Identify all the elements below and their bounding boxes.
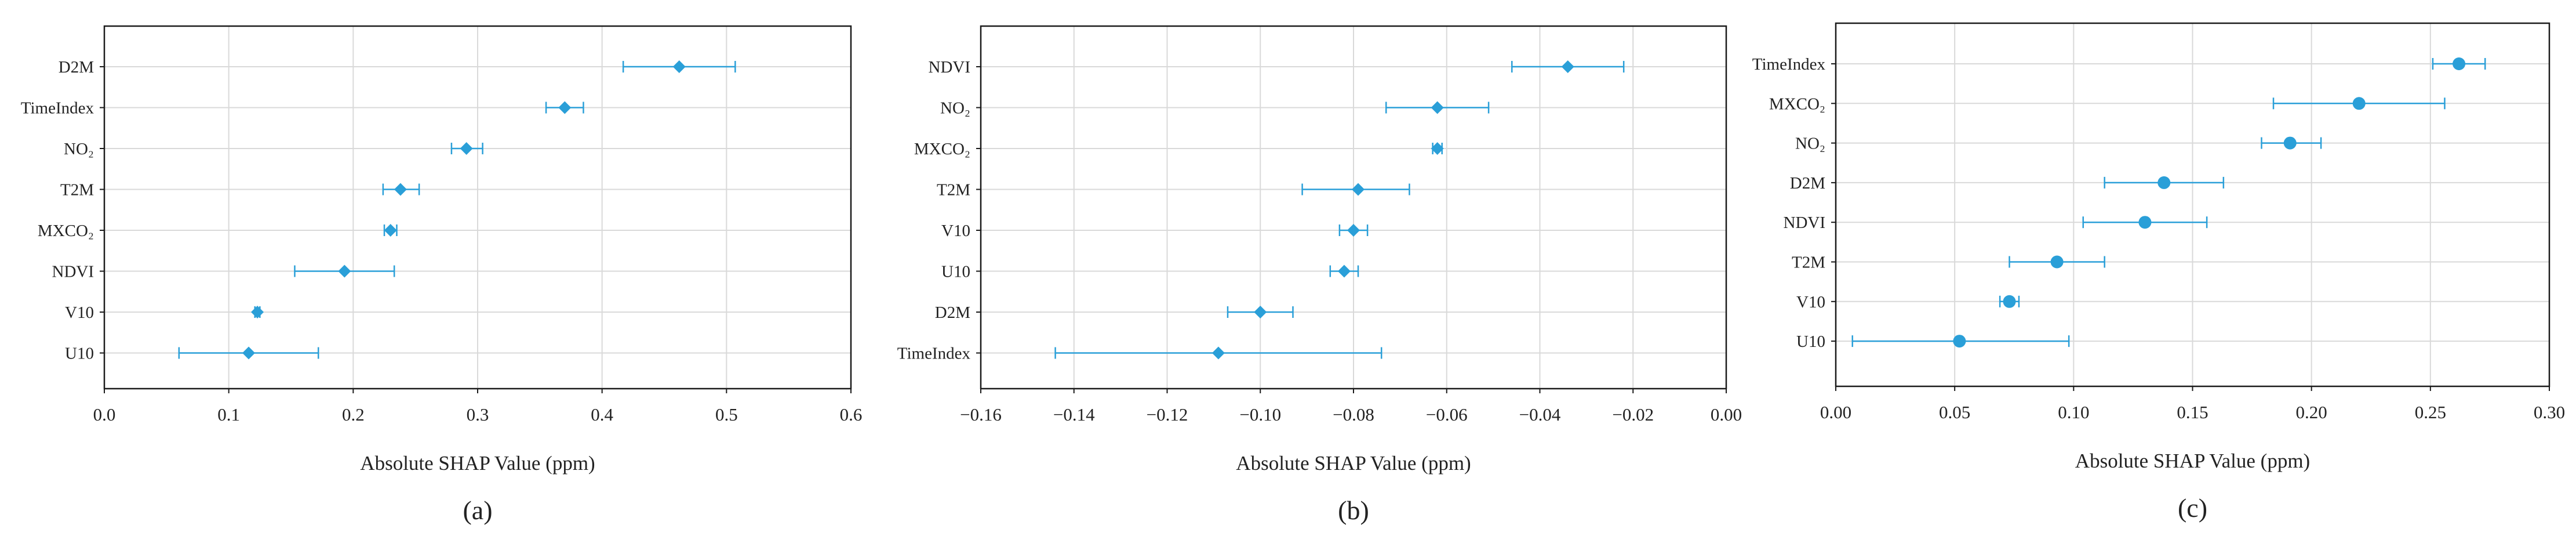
x-tick-label: −0.04 <box>1519 404 1561 425</box>
panel-label: (c) <box>2178 493 2207 523</box>
data-point <box>338 265 351 278</box>
chart-panel-3: 0.00 0.05 0.10 0.15 0.20 0.25 0.30 TimeIndex MXC… <box>1752 22 2565 523</box>
category-label: T2M <box>937 181 970 200</box>
data-point <box>2138 216 2152 229</box>
x-tick-label: −0.12 <box>1147 404 1188 425</box>
x-tick-label: −0.14 <box>1053 404 1095 425</box>
data-point <box>1953 335 1966 348</box>
data-point <box>558 101 572 114</box>
category-label: MXCO₂ <box>914 140 970 158</box>
x-tick-label: 0.15 <box>2177 402 2208 422</box>
category-label: TimeIndex <box>897 345 971 363</box>
data-point <box>1337 265 1351 278</box>
category-label: NDVI <box>1784 213 1826 232</box>
plot-frame <box>1835 22 2550 387</box>
data-point <box>1431 142 1444 155</box>
x-tick-label: 0.00 <box>1711 404 1742 425</box>
data-point <box>460 142 473 155</box>
chart-panel-1: 0.0 0.1 0.2 0.3 0.4 0.5 0.6 D2M TimeIndex NO₂ T2M M… <box>21 25 863 525</box>
data-point <box>384 224 397 237</box>
x-tick-label: 0.3 <box>467 404 489 425</box>
category-label: U10 <box>1796 332 1825 351</box>
category-label: D2M <box>1790 174 1825 193</box>
x-tick-label: −0.06 <box>1426 404 1468 425</box>
x-tick-label: 0.20 <box>2296 402 2327 422</box>
data-point <box>394 183 407 196</box>
data-point <box>1254 306 1267 318</box>
x-tick-label: 0.25 <box>2415 402 2446 422</box>
category-label: U10 <box>65 345 94 363</box>
x-tick-label: 0.05 <box>1939 402 1970 422</box>
data-point <box>672 60 686 73</box>
category-label: NO₂ <box>1795 135 1825 153</box>
x-tick-label: −0.08 <box>1333 404 1374 425</box>
data-point <box>2453 57 2466 70</box>
category-label: T2M <box>1792 253 1825 272</box>
x-tick-label: 0.2 <box>342 404 365 425</box>
x-tick-label: 0.10 <box>2058 402 2089 422</box>
data-point <box>2352 97 2366 110</box>
x-axis-title: Absolute SHAP Value (ppm) <box>360 452 595 475</box>
category-label: U10 <box>941 263 970 281</box>
data-point <box>1347 224 1360 237</box>
category-label: NDVI <box>52 263 94 281</box>
category-label: NO₂ <box>64 140 94 158</box>
category-label: TimeIndex <box>1752 55 1826 74</box>
data-point <box>1561 60 1574 73</box>
category-label: T2M <box>60 181 94 200</box>
data-point <box>2050 255 2064 269</box>
data-point <box>251 306 264 318</box>
panel-label: (b) <box>1338 495 1369 525</box>
category-label: MXCO₂ <box>1769 95 1825 113</box>
x-tick-label: −0.02 <box>1612 404 1654 425</box>
data-point <box>2157 176 2171 189</box>
x-tick-label: −0.16 <box>960 404 1002 425</box>
data-point <box>1352 183 1365 196</box>
data-point <box>242 346 256 360</box>
category-label: TimeIndex <box>21 99 94 118</box>
x-tick-label: 0.6 <box>840 404 863 425</box>
data-point <box>1431 101 1444 114</box>
x-tick-label: 0.00 <box>1820 402 1851 422</box>
chart-panel-2: −0.16 −0.14 −0.12 −0.10 −0.08 −0.06 −0.04 −0.02… <box>897 25 1742 525</box>
x-tick-label: 0.0 <box>93 404 116 425</box>
data-point <box>1211 346 1225 360</box>
x-axis-title: Absolute SHAP Value (ppm) <box>1236 452 1471 475</box>
data-point <box>2003 295 2016 308</box>
category-label: D2M <box>935 303 970 322</box>
plot-frame <box>103 25 852 390</box>
category-label: MXCO₂ <box>38 222 94 240</box>
category-label: V10 <box>65 303 94 322</box>
category-label: V10 <box>1796 293 1825 312</box>
x-tick-label: 0.4 <box>591 404 613 425</box>
category-label: D2M <box>59 58 94 77</box>
panel-label: (a) <box>463 495 492 525</box>
x-tick-label: −0.10 <box>1239 404 1281 425</box>
category-label: V10 <box>941 222 970 240</box>
data-point <box>2283 136 2297 150</box>
x-tick-label: 0.5 <box>715 404 738 425</box>
plot-frame <box>980 25 1727 390</box>
category-label: NDVI <box>929 58 971 77</box>
x-tick-label: 0.1 <box>217 404 240 425</box>
category-label: NO₂ <box>940 99 970 118</box>
x-axis-title: Absolute SHAP Value (ppm) <box>2075 450 2310 472</box>
x-tick-label: 0.30 <box>2534 402 2565 422</box>
